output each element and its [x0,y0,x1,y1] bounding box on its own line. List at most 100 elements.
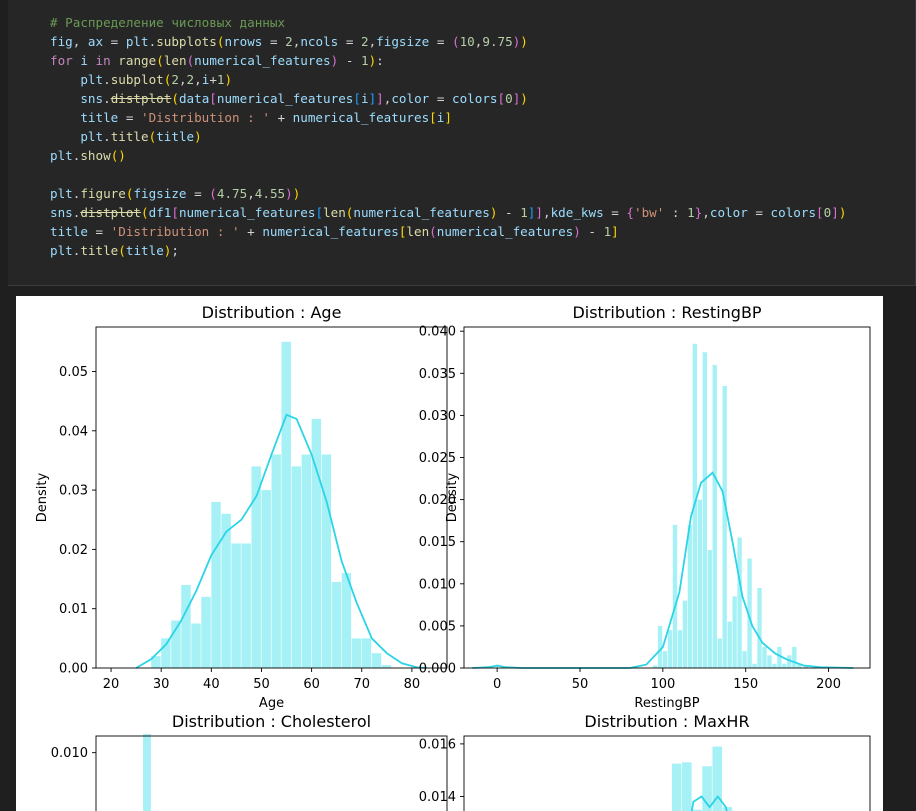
y-tick-label: 0.005 [419,619,456,634]
histogram-bar [712,746,723,811]
histogram-bar [341,573,352,668]
histogram-bar [652,665,658,668]
y-tick-label: 0.00 [59,662,88,677]
histogram-bar [757,588,762,668]
x-tick-label: 150 [733,677,758,692]
cell-output: Distribution : Age 0.00 0.01 0.02 0.03 0.04 0.… [16,296,883,811]
x-tick-label: 80 [404,677,421,692]
histogram-bar [381,665,392,668]
subplot-4: Distribution : MaxHR 0.014 0.016 [419,712,871,811]
y-tick-label: 0.020 [419,493,456,508]
histogram-bar [671,763,682,811]
histogram-bar [742,651,747,668]
histogram-bar [301,454,312,668]
x-tick-label: 30 [153,677,170,692]
histogram-bar [772,663,777,668]
histogram-bar [727,621,732,668]
axes-frame [95,326,448,669]
histogram-bar [682,762,692,811]
histogram-bar [321,454,332,668]
axes-frame [95,735,448,811]
y-tick-label: 0.02 [59,543,88,558]
x-axis-label: RestingBP [634,696,699,711]
histogram-bar [677,630,683,668]
histogram-bar [191,623,201,668]
subplot-title: Distribution : Age [202,303,342,322]
subplot-1: Distribution : Age 0.00 0.01 0.02 0.03 0.04 0.… [35,303,448,711]
subplot-title: Distribution : MaxHR [584,712,749,731]
histogram-bar [161,638,171,668]
histogram-bar [271,454,281,668]
y-tick-label: 0.015 [419,535,456,550]
y-tick-label: 0.014 [419,790,456,805]
histogram-bar [281,341,291,668]
histogram-bar [792,646,797,668]
y-tick-label: 0.05 [59,365,88,380]
y-tick-label: 0.04 [59,424,88,439]
histogram-bar [722,807,733,811]
y-tick-label: 0.01 [59,602,88,617]
x-tick-label: 200 [816,677,841,692]
y-tick-label: 0.035 [419,367,456,382]
histogram-bar [241,543,251,668]
histogram-bar [747,558,752,668]
histogram-bar [692,809,702,811]
histogram-bar [251,466,261,668]
subplot-title: Distribution : RestingBP [572,303,761,322]
x-tick-label: 20 [103,677,120,692]
histogram-bar [702,766,712,811]
histogram-bar [311,418,322,668]
subplot-3: Distribution : Cholesterol 0.010 [51,712,448,811]
y-axis-label: Density [35,472,50,522]
histogram-bar [143,734,151,811]
histogram-bar [682,600,688,668]
axes-frame [463,326,871,669]
y-tick-label: 0.025 [419,451,456,466]
histogram-bar [722,385,727,668]
histogram-bar [171,620,181,668]
histogram-bar [672,524,678,668]
histogram-bar [662,651,668,668]
axes-frame [463,735,871,811]
histogram-bar [737,537,742,668]
histogram-bar [707,550,712,668]
histogram-bar [667,630,673,668]
histogram-bar [221,513,231,668]
histogram-bar [717,638,722,668]
histogram-bar [211,501,221,668]
histogram-bar [371,653,382,668]
x-axis-label: Age [259,696,284,711]
kde-line [135,413,427,669]
y-tick-label: 0.030 [419,409,456,424]
y-axis-label: Density [445,472,460,522]
x-tick-label: 50 [253,677,270,692]
histogram-bar [657,625,663,668]
histogram-bar [803,665,809,668]
histogram-bar [231,543,241,668]
figure-canvas: Distribution : Age 0.00 0.01 0.02 0.03 0.04 0.… [35,303,871,811]
histogram-bar [762,646,767,668]
histogram-bar [797,663,802,668]
histogram-bar [361,638,372,668]
histogram-bar [732,596,737,668]
code-cell[interactable]: # Распределение числовых данных fig, ax … [8,0,916,286]
x-tick-label: 60 [303,677,320,692]
histogram-bar [752,663,757,668]
histogram-bar [712,364,717,668]
kde-line [472,471,854,669]
histogram-bar [151,656,161,668]
code-editor[interactable]: # Распределение числовых данных fig, ax … [50,15,847,258]
histogram-bar [201,596,211,668]
x-tick-label: 100 [650,677,675,692]
code-comment: # Распределение числовых данных [50,15,286,30]
x-tick-label: 70 [353,677,370,692]
x-tick-label: 50 [572,677,589,692]
histogram-bar [777,646,782,668]
histogram-bar [291,466,301,668]
kde-line [690,795,728,811]
y-tick-label: 0.016 [419,737,456,752]
x-tick-label: 40 [203,677,220,692]
histogram-bar [787,655,792,668]
y-tick-label: 0.03 [59,484,88,499]
y-tick-label: 0.010 [419,577,456,592]
